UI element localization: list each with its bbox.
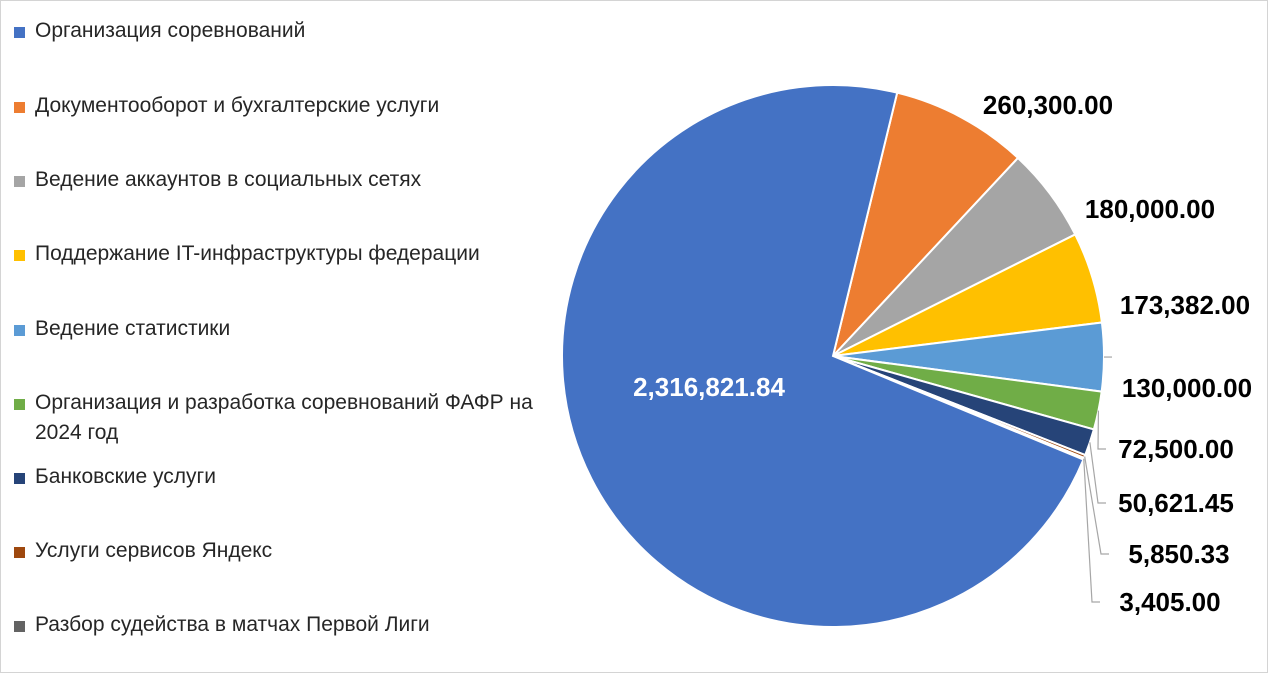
legend-item: Ведение аккаунтов в социальных сетях (14, 165, 421, 195)
legend-item: Документооборот и бухгалтерские услуги (14, 91, 439, 121)
legend-label: Поддержание IT-инфраструктуры федерации (35, 242, 480, 265)
data-label: 180,000.00 (1085, 194, 1215, 224)
legend-label: Услуги сервисов Яндекс (35, 539, 273, 562)
legend-swatch (14, 325, 25, 336)
legend-swatch (14, 27, 25, 38)
legend-item: Услуги сервисов Яндекс (14, 536, 272, 566)
data-label: 173,382.00 (1120, 290, 1250, 320)
legend-item: Банковские услуги (14, 462, 216, 492)
legend-label: Ведение статистики (35, 317, 231, 340)
legend-swatch (14, 176, 25, 187)
leader-line (1084, 456, 1109, 555)
legend-item: Поддержание IT-инфраструктуры федерации (14, 239, 480, 269)
legend-swatch (14, 399, 25, 410)
legend-item: Разбор судейства в матчах Первой Лиги (14, 610, 430, 640)
leader-line (1083, 458, 1100, 603)
data-label: 5,850.33 (1128, 539, 1229, 569)
legend-swatch (14, 473, 25, 484)
legend-label: Ведение аккаунтов в социальных сетях (35, 168, 422, 191)
data-label: 50,621.45 (1118, 488, 1234, 518)
legend-item: Организация и разработка соревнований ФА… (14, 388, 535, 448)
legend-item: Ведение статистики (14, 314, 230, 344)
data-label: 2,316,821.84 (633, 372, 785, 402)
legend-swatch (14, 547, 25, 558)
leader-line (1089, 442, 1106, 504)
pie-slice (561, 84, 1085, 628)
legend-swatch (14, 250, 25, 261)
legend-label: Разбор судейства в матчах Первой Лиги (35, 613, 430, 636)
legend-swatch (14, 102, 25, 113)
pie-slice (831, 91, 1020, 360)
data-label: 130,000.00 (1122, 373, 1252, 403)
legend-label: Организация и разработка соревнований ФА… (35, 391, 533, 444)
data-label: 3,405.00 (1119, 587, 1220, 617)
legend-item: Организация соревнований (14, 16, 305, 46)
legend-label: Организация соревнований (35, 19, 306, 42)
legend-label: Документооборот и бухгалтерские услуги (35, 94, 440, 117)
legend-label: Банковские услуги (35, 465, 216, 488)
data-label: 72,500.00 (1118, 434, 1234, 464)
data-label: 260,300.00 (983, 90, 1113, 120)
leader-line (1097, 410, 1106, 450)
legend-swatch (14, 621, 25, 632)
